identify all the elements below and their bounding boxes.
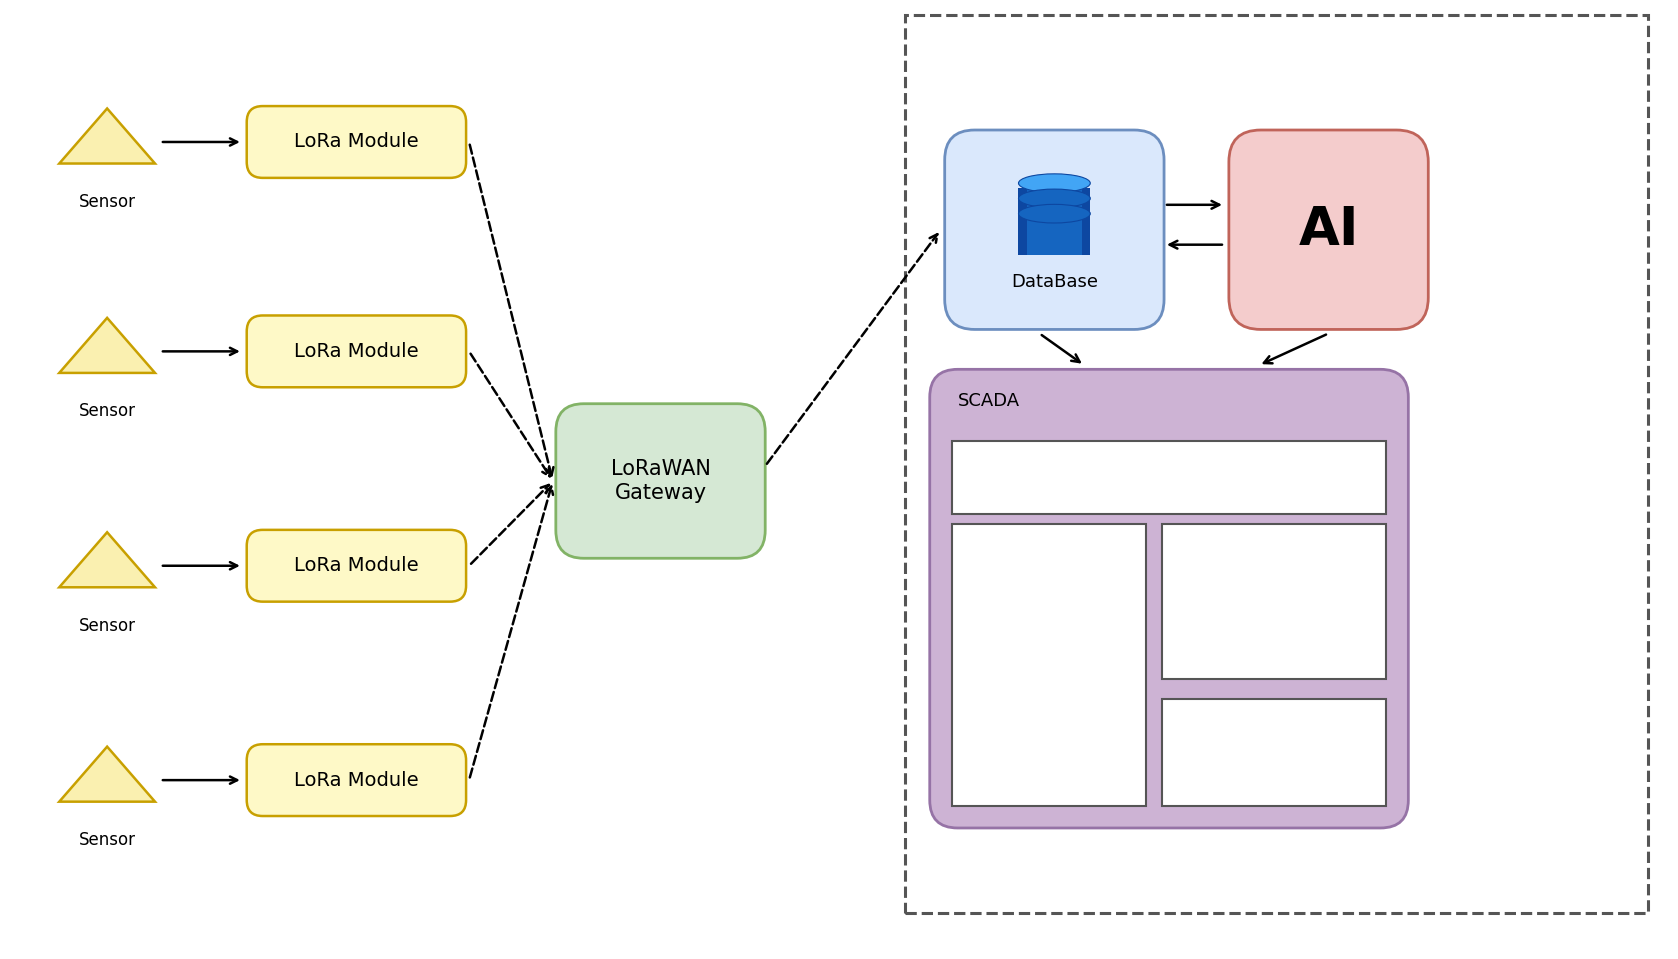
Text: Sensor: Sensor xyxy=(79,193,136,211)
FancyBboxPatch shape xyxy=(930,369,1408,828)
FancyBboxPatch shape xyxy=(555,404,765,558)
Text: LoRaWAN
Gateway: LoRaWAN Gateway xyxy=(611,459,710,503)
Text: AI: AI xyxy=(1299,203,1359,256)
FancyBboxPatch shape xyxy=(247,316,466,387)
Polygon shape xyxy=(59,317,154,373)
Text: SCADA: SCADA xyxy=(958,392,1020,410)
Text: LoRa Module: LoRa Module xyxy=(294,556,420,575)
Ellipse shape xyxy=(1019,204,1091,223)
Text: LoRa Module: LoRa Module xyxy=(294,341,420,361)
Bar xyxy=(951,524,1146,807)
FancyBboxPatch shape xyxy=(247,744,466,816)
Polygon shape xyxy=(59,108,154,164)
Bar xyxy=(1163,524,1386,679)
FancyBboxPatch shape xyxy=(945,130,1165,330)
FancyBboxPatch shape xyxy=(247,530,466,601)
Text: Sensor: Sensor xyxy=(79,617,136,635)
Text: LoRa Module: LoRa Module xyxy=(294,771,420,789)
Text: LoRa Module: LoRa Module xyxy=(294,132,420,152)
Ellipse shape xyxy=(1019,174,1091,193)
Bar xyxy=(1082,188,1091,255)
Bar xyxy=(951,441,1386,514)
Ellipse shape xyxy=(1019,189,1091,208)
Text: Sensor: Sensor xyxy=(79,830,136,849)
Text: DataBase: DataBase xyxy=(1010,272,1097,291)
Polygon shape xyxy=(59,532,154,587)
Bar xyxy=(1019,188,1091,255)
Polygon shape xyxy=(59,747,154,802)
Bar xyxy=(1019,188,1027,255)
FancyBboxPatch shape xyxy=(247,106,466,177)
Bar xyxy=(1163,699,1386,807)
Text: Sensor: Sensor xyxy=(79,402,136,420)
FancyBboxPatch shape xyxy=(1228,130,1428,330)
